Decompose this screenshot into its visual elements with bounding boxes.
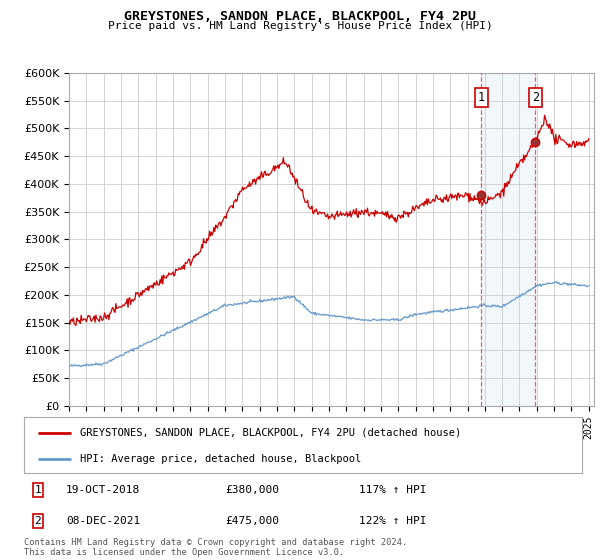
Text: Price paid vs. HM Land Registry's House Price Index (HPI): Price paid vs. HM Land Registry's House … xyxy=(107,21,493,31)
Text: 122% ↑ HPI: 122% ↑ HPI xyxy=(359,516,426,526)
Text: Contains HM Land Registry data © Crown copyright and database right 2024.
This d: Contains HM Land Registry data © Crown c… xyxy=(24,538,407,557)
Text: GREYSTONES, SANDON PLACE, BLACKPOOL, FY4 2PU: GREYSTONES, SANDON PLACE, BLACKPOOL, FY4… xyxy=(124,10,476,23)
Text: 2: 2 xyxy=(532,91,539,104)
Text: 08-DEC-2021: 08-DEC-2021 xyxy=(66,516,140,526)
Text: £475,000: £475,000 xyxy=(225,516,279,526)
Text: 19-OCT-2018: 19-OCT-2018 xyxy=(66,485,140,495)
Bar xyxy=(481,73,535,406)
Text: 1: 1 xyxy=(478,91,485,104)
Text: 2: 2 xyxy=(35,516,41,526)
Text: GREYSTONES, SANDON PLACE, BLACKPOOL, FY4 2PU (detached house): GREYSTONES, SANDON PLACE, BLACKPOOL, FY4… xyxy=(80,428,461,438)
Text: 1: 1 xyxy=(35,485,41,495)
Text: 117% ↑ HPI: 117% ↑ HPI xyxy=(359,485,426,495)
Text: HPI: Average price, detached house, Blackpool: HPI: Average price, detached house, Blac… xyxy=(80,454,361,464)
Text: £380,000: £380,000 xyxy=(225,485,279,495)
